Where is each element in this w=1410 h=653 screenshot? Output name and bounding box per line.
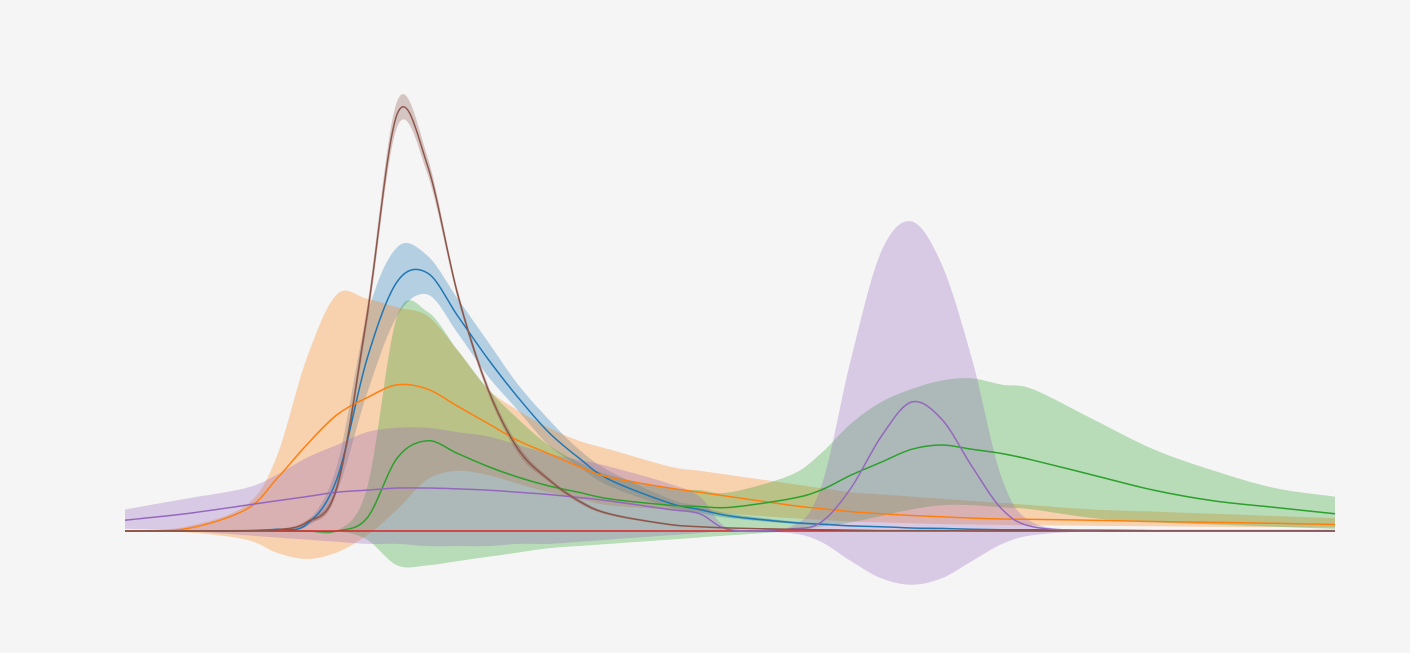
line bbox=[124, 268, 1335, 532]
confidence-band bbox=[125, 221, 1335, 585]
confidence-band bbox=[125, 290, 1335, 559]
confidence-band bbox=[125, 300, 1335, 568]
line bbox=[124, 400, 1335, 532]
line bbox=[125, 106, 1335, 532]
line bbox=[124, 383, 1336, 532]
confidence-band bbox=[125, 243, 1335, 532]
